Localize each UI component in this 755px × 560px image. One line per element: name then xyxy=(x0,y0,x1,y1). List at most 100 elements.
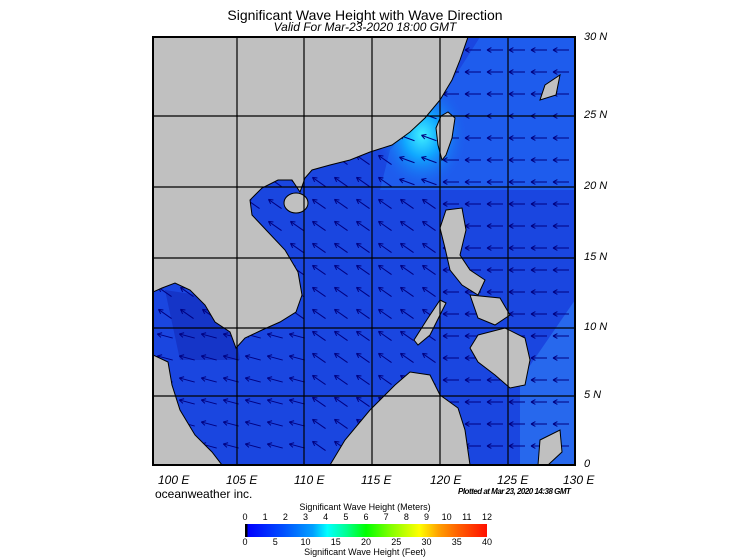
wave-arrow xyxy=(421,198,436,209)
wave-arrow xyxy=(486,201,503,207)
color-scale-bar xyxy=(245,524,487,537)
wave-arrow xyxy=(311,198,326,209)
legend-tick: 15 xyxy=(330,537,341,547)
wave-arrow xyxy=(333,308,348,319)
wave-arrow xyxy=(442,179,459,185)
wave-arrow xyxy=(421,220,436,231)
wave-arrow xyxy=(311,286,326,297)
wave-arrow xyxy=(244,376,261,383)
wave-arrow xyxy=(333,330,348,341)
map-title: Significant Wave Height with Wave Direct… xyxy=(227,7,503,23)
land xyxy=(153,37,563,465)
wave-arrow xyxy=(178,376,195,383)
wave-arrow xyxy=(552,135,569,141)
wave-arrow xyxy=(508,47,525,53)
wave-arrow xyxy=(377,220,392,231)
wave-arrow xyxy=(508,421,525,427)
wave-arrow xyxy=(288,332,305,339)
wave-arrow xyxy=(288,376,305,383)
land-visayas xyxy=(469,294,511,326)
legend-tick: 2 xyxy=(282,512,288,522)
wave-arrow xyxy=(333,264,348,275)
wave-arrow xyxy=(486,443,503,449)
wave-arrow xyxy=(399,198,414,209)
wave-arrow xyxy=(289,220,304,231)
wave-arrow xyxy=(530,399,547,405)
wave-arrow xyxy=(442,333,459,339)
wave-arrow xyxy=(421,264,436,275)
lon-label: 120 E xyxy=(430,473,462,487)
wave-arrow xyxy=(464,201,481,207)
wave-arrow xyxy=(442,157,459,163)
wave-arrow xyxy=(486,157,503,163)
wave-arrow xyxy=(442,289,459,295)
wave-arrow xyxy=(333,418,348,429)
wave-arrow xyxy=(288,420,305,427)
wave-arrow xyxy=(200,398,217,405)
wave-arrow xyxy=(486,69,503,75)
legend-tick: 6 xyxy=(363,512,369,522)
wave-arrow xyxy=(464,399,481,405)
wave-arrow xyxy=(311,308,326,319)
legend-tick: 30 xyxy=(421,537,432,547)
wave-arrow xyxy=(399,220,414,231)
wave-arrow xyxy=(552,267,569,273)
lon-label: 125 E xyxy=(497,473,529,487)
wave-arrow xyxy=(399,330,414,341)
wave-arrow xyxy=(464,47,481,53)
wave-arrow xyxy=(530,377,547,383)
land-hainan xyxy=(283,192,309,214)
wave-arrow xyxy=(377,352,392,363)
wave-arrow xyxy=(508,179,525,185)
legend-tick: 10 xyxy=(441,512,452,522)
wave-arrow xyxy=(508,245,525,251)
wave-arrow xyxy=(530,267,547,273)
legend-tick: 40 xyxy=(481,537,493,547)
legend-tick: 0 xyxy=(242,537,248,547)
wave-arrow xyxy=(421,242,436,253)
legend-meters-title: Significant Wave Height (Meters) xyxy=(299,502,431,512)
land-ryukyu xyxy=(539,73,561,101)
legend-tick: 20 xyxy=(360,537,372,547)
brand-text: oceanweather inc. xyxy=(155,487,253,501)
wave-arrow xyxy=(266,398,283,405)
wave-arrow xyxy=(530,311,547,317)
wave-arrow xyxy=(552,377,569,383)
wave-arrow xyxy=(333,220,348,231)
lat-label: 0 xyxy=(584,458,591,470)
wave-arrow xyxy=(377,176,392,187)
wave-arrow xyxy=(508,399,525,405)
wave-arrow xyxy=(355,352,370,363)
wave-arrow xyxy=(267,198,282,209)
lat-label: 10 N xyxy=(584,321,608,333)
legend-tick: 7 xyxy=(383,512,389,522)
wave-arrow xyxy=(222,398,239,405)
legend-tick: 35 xyxy=(451,537,462,547)
wave-arrow xyxy=(156,332,173,339)
wave-arrow xyxy=(508,201,525,207)
wave-arrow xyxy=(178,354,195,361)
wave-arrow xyxy=(355,330,370,341)
legend-tick: 5 xyxy=(272,537,278,547)
wave-arrow xyxy=(508,69,525,75)
plotted-time: Plotted at Mar 23, 2020 14:38 GMT xyxy=(458,487,571,496)
wave-arrow xyxy=(530,157,547,163)
legend-tick: 9 xyxy=(423,512,430,522)
lat-label: 25 N xyxy=(584,109,608,121)
legend-tick: 5 xyxy=(343,512,349,522)
wave-arrow xyxy=(552,157,569,163)
wave-arrow xyxy=(464,69,481,75)
land-mainland-asia xyxy=(153,37,469,349)
wave-arrow xyxy=(486,399,503,405)
wave-arrow xyxy=(333,176,348,187)
wave-arrow xyxy=(486,245,503,251)
wave-arrow xyxy=(355,308,370,319)
wave-arrow xyxy=(530,421,547,427)
lon-label: 110 E xyxy=(294,473,325,487)
legend-tick: 3 xyxy=(302,512,309,522)
wave-arrow xyxy=(222,354,239,361)
wave-arrow xyxy=(200,332,217,339)
wave-arrow xyxy=(244,354,261,361)
wave-arrow xyxy=(442,201,459,207)
wave-arrow xyxy=(311,176,326,187)
